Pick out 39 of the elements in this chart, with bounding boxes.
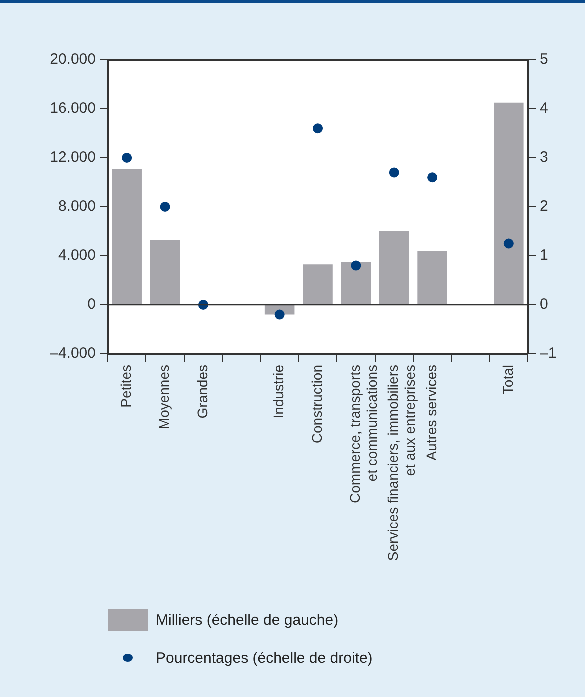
point [313,124,323,134]
bar [112,169,142,304]
x-tick-label: Total [500,365,516,395]
x-tick-label: Industrie [270,364,287,419]
x-tick-label: Moyennes [156,365,172,430]
x-tick-label: Grandes [194,365,210,419]
y2-tick-label: 0 [540,296,548,314]
y2-tick-label: 1 [540,247,548,264]
x-tick-label: Autres services [423,365,440,461]
point [122,153,132,163]
x-tick-label: Petites [118,365,134,408]
y-tick-label: 8.000 [58,198,96,216]
x-tick-label: Commerce, transports et communications [347,365,380,504]
bar [418,251,448,304]
point [160,202,170,212]
point [428,172,438,183]
point [351,260,362,271]
legend-label: Pourcentages (échelle de droite) [156,650,373,666]
y-tick-label: 16.000 [50,100,96,118]
y-tick-label: 12.000 [50,149,96,166]
y2-tick-label: –1 [540,345,557,362]
bar [303,264,333,304]
bar [379,232,410,304]
x-tick-label: Construction [308,365,325,444]
y-tick-label: 20.000 [50,51,96,68]
y2-tick-label: 5 [540,51,548,68]
y-tick-label: 4.000 [58,247,96,264]
legend-label: Milliers (échelle de gauche) [156,612,339,628]
y2-tick-label: 2 [540,198,548,216]
y2-tick-label: 4 [540,100,548,118]
bar [341,262,372,304]
point [504,238,514,249]
point [389,168,400,178]
bar [494,102,524,304]
y2-tick-label: 3 [540,149,548,166]
y-tick-label: 0 [88,296,96,314]
y-tick-label: –4.000 [50,345,96,362]
bar [150,240,180,304]
point [274,310,285,320]
